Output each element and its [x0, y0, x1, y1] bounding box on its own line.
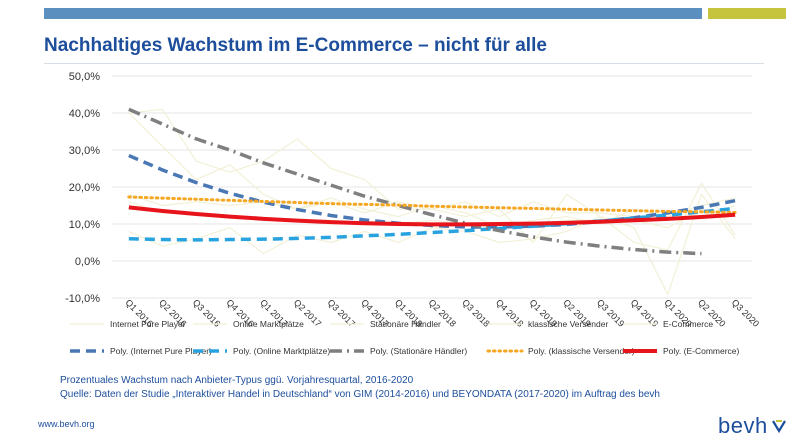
series-line-poly-klassische-versender — [127, 195, 737, 215]
series-line-online-marktplätze — [128, 193, 736, 295]
y-tick-label: 20,0% — [69, 182, 100, 194]
website-link[interactable]: www.bevh.org — [38, 419, 95, 429]
source-note: Quelle: Daten der Studie „Interaktiver H… — [60, 389, 660, 400]
logo-text: bevh — [718, 413, 768, 438]
y-axis-labels: 50,0% 40,0% 30,0% 20,0% 10,0% 0,0% -10,0% — [65, 71, 100, 305]
series-line-poly-e-commerce — [128, 205, 736, 227]
header-band-lime — [708, 8, 786, 19]
chart-series — [127, 107, 737, 295]
y-tick-label: 10,0% — [69, 219, 100, 231]
x-tick-label: Q3 2018 — [460, 297, 491, 328]
header-band-blue — [44, 8, 702, 19]
chart-subtitle-note: Prozentuales Wachstum nach Anbieter-Typu… — [60, 375, 414, 386]
y-tick-label: 50,0% — [69, 71, 100, 83]
legend-label-e-commerce: E-Commerce — [663, 319, 713, 329]
series-line-internet-pure-player — [128, 112, 736, 229]
legend-label-klassische-versender: klassische Versender — [528, 319, 608, 329]
y-tick-label: -10,0% — [65, 293, 100, 305]
legend-label-poly-klassische-versender: Poly. (klassische Versender) — [528, 346, 635, 356]
legend-label-stationäre-händler: Stationäre Händler — [370, 319, 441, 329]
series-line-poly-stationäre-händler — [128, 107, 702, 256]
legend-label-poly-stationäre-händler: Poly. (Stationäre Händler) — [370, 346, 467, 356]
y-tick-label: 30,0% — [69, 145, 100, 157]
title-divider — [44, 63, 764, 64]
legend-label-internet-pure-player: Internet Pure Player — [110, 319, 186, 329]
logo-chevron-icon — [771, 420, 786, 433]
chart-gridlines — [112, 75, 752, 299]
legend-label-poly-internet-pure-player: Poly. (Internet Pure Player) — [110, 346, 212, 356]
legend-label-online-marktplätze: Online Marktplätze — [233, 319, 304, 329]
slide-title: Nachhaltiges Wachstum im E-Commerce – ni… — [44, 35, 547, 56]
series-line-poly-online-marktplätze — [128, 206, 736, 242]
legend-label-poly-online-marktplätze: Poly. (Online Marktplätze) — [233, 346, 330, 356]
series-line-stationäre-händler — [128, 108, 736, 251]
legend-label-poly-e-commerce: Poly. (E-Commerce) — [663, 346, 740, 356]
chart-legend: Internet Pure Player Online Marktplätze St… — [70, 319, 740, 356]
y-tick-label: 40,0% — [69, 108, 100, 120]
y-tick-label: 0,0% — [75, 256, 100, 268]
bevh-logo: bevh — [718, 413, 786, 439]
x-tick-label: Q3 2020 — [730, 297, 761, 328]
